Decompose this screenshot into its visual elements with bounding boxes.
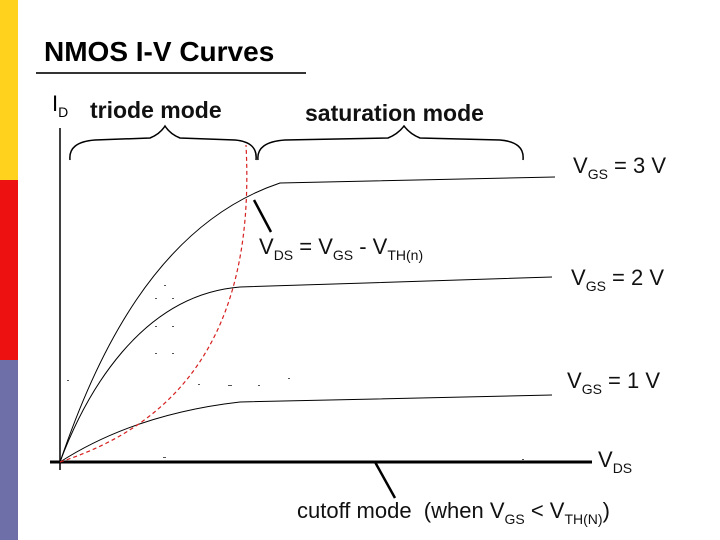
triode-mode-label: triode mode: [90, 97, 222, 123]
curve-label-value: = 1 V: [601, 368, 661, 393]
boundary-label-sub: GS: [332, 247, 354, 263]
curve-label-value: = 3 V: [607, 153, 667, 178]
y-axis-label-sub: D: [58, 104, 69, 120]
saturation-mode-label: saturation mode: [305, 100, 484, 126]
curve-label-vgs-1v: VGS = 1 V: [567, 368, 661, 397]
artifact-marks: [67, 285, 524, 460]
curve-vgs-3v: [59, 176, 556, 463]
boundary-label-part: V: [259, 234, 274, 259]
cutoff-label-sub: GS: [504, 511, 525, 527]
cutoff-label-part: cutoff mode: [297, 498, 412, 523]
boundary-label-part: - V: [353, 234, 388, 259]
cutoff-label-part: ): [602, 498, 610, 523]
curve-vgs-2v: [59, 276, 553, 463]
curve-label-main: V: [567, 368, 582, 393]
cutoff-label-part: (when V: [411, 498, 505, 523]
accent-bar-yellow: [0, 0, 18, 180]
y-axis-label: ID: [52, 91, 69, 120]
x-axis-label-main: V: [598, 447, 613, 472]
x-axis-label-sub: DS: [612, 460, 633, 476]
cutoff-label: cutoff mode (when VGS < VTH(N)): [297, 498, 610, 527]
curve-label-main: V: [573, 153, 588, 178]
curve-label-sub: GS: [581, 381, 602, 397]
curve-label-vgs-3v: VGS = 3 V: [573, 153, 667, 182]
boundary-label-sub: TH(n): [387, 247, 424, 263]
curve-label-value: = 2 V: [605, 265, 665, 290]
curve-label-main: V: [571, 265, 586, 290]
boundary-label-sub: DS: [273, 247, 294, 263]
saturation-brace: [257, 124, 524, 161]
x-axis-label: VDS: [598, 447, 633, 476]
y-axis-label-main: I: [52, 91, 59, 116]
triode-brace: [69, 124, 257, 161]
title-underline: [36, 72, 306, 74]
boundary-label: VDS = VGS - VTH(n): [259, 234, 424, 263]
page-title: NMOS I-V Curves: [44, 36, 275, 67]
accent-bar-red: [0, 180, 18, 360]
cutoff-pointer: [373, 461, 397, 499]
curve-label-sub: GS: [587, 166, 608, 182]
saturation-boundary-curve: [59, 144, 248, 463]
cutoff-label-sub: TH(N): [564, 511, 603, 527]
boundary-pointer: [252, 199, 273, 233]
boundary-label-part: = V: [293, 234, 333, 259]
curve-label-vgs-2v: VGS = 2 V: [571, 265, 665, 294]
accent-bar-blue: [0, 360, 18, 540]
curve-label-sub: GS: [585, 278, 606, 294]
curve-vgs-1v: [59, 394, 553, 463]
cutoff-label-part: < V: [524, 498, 565, 523]
